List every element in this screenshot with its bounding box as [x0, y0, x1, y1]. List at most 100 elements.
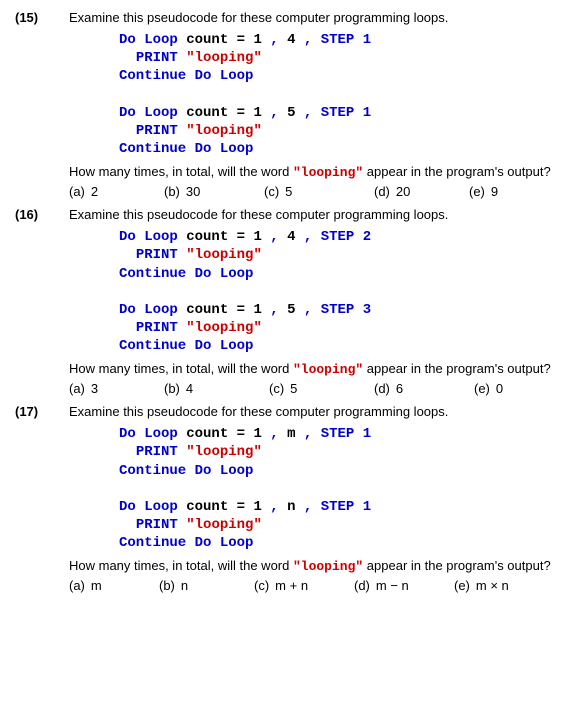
option-label: (e): [469, 184, 485, 199]
option-value: m × n: [476, 578, 509, 593]
option-value: 4: [186, 381, 193, 396]
followup-text: How many times, in total, will the word …: [69, 164, 566, 180]
string-literal: "looping": [186, 320, 262, 336]
var-count: count: [186, 302, 228, 318]
question-number: (17): [15, 404, 69, 419]
num-end: m: [287, 426, 295, 442]
option-label: (a): [69, 578, 85, 593]
keyword-do: Do Loop: [119, 105, 178, 121]
num-start: 1: [253, 499, 261, 515]
option-label: (a): [69, 381, 85, 396]
string-literal: "looping": [186, 517, 262, 533]
option-value: 3: [91, 381, 98, 396]
option-value: 9: [491, 184, 498, 199]
num-end: 5: [287, 105, 295, 121]
option-label: (b): [164, 381, 180, 396]
option-label: (a): [69, 184, 85, 199]
inline-code: "looping": [293, 165, 363, 180]
option-value: 5: [290, 381, 297, 396]
followup-text: How many times, in total, will the word …: [69, 558, 566, 574]
question: (17)Examine this pseudocode for these co…: [15, 404, 566, 593]
option: (d)6: [374, 381, 474, 396]
keyword-continue: Continue Do Loop: [119, 463, 253, 479]
option-label: (c): [269, 381, 284, 396]
keyword-do: Do Loop: [119, 426, 178, 442]
option-value: 2: [91, 184, 98, 199]
var-count: count: [186, 229, 228, 245]
string-literal: "looping": [186, 444, 262, 460]
question-stem: Examine this pseudocode for these comput…: [69, 207, 566, 222]
option-label: (d): [374, 184, 390, 199]
option: (c) 5: [264, 184, 374, 199]
options-row: (a) m (b) n (c)m + n(d) m − n (e) m × n: [69, 578, 566, 593]
code-block: Do Loop count = 1 , 4 , STEP 2 PRINT "lo…: [119, 228, 566, 283]
keyword-continue: Continue Do Loop: [119, 338, 253, 354]
num-end: 5: [287, 302, 295, 318]
option-label: (e): [454, 578, 470, 593]
keyword-step: STEP 3: [321, 302, 371, 318]
inline-code: "looping": [293, 559, 363, 574]
option-label: (d): [374, 381, 390, 396]
option: (b) 4: [164, 381, 269, 396]
option-label: (d): [354, 578, 370, 593]
keyword-continue: Continue Do Loop: [119, 535, 253, 551]
option-value: n: [181, 578, 188, 593]
option: (c)m + n: [254, 578, 354, 593]
code-block: Do Loop count = 1 , m , STEP 1 PRINT "lo…: [119, 425, 566, 480]
string-literal: "looping": [186, 123, 262, 139]
question-stem: Examine this pseudocode for these comput…: [69, 10, 566, 25]
option-label: (c): [264, 184, 279, 199]
num-start: 1: [253, 302, 261, 318]
keyword-continue: Continue Do Loop: [119, 141, 253, 157]
option-value: 20: [396, 184, 410, 199]
code-block: Do Loop count = 1 , 4 , STEP 1 PRINT "lo…: [119, 31, 566, 86]
option-value: m − n: [376, 578, 409, 593]
keyword-print: PRINT: [136, 247, 178, 263]
question-body: Examine this pseudocode for these comput…: [69, 404, 566, 593]
num-start: 1: [253, 32, 261, 48]
num-end: n: [287, 499, 295, 515]
keyword-step: STEP 1: [321, 499, 371, 515]
question: (15)Examine this pseudocode for these co…: [15, 10, 566, 199]
num-end: 4: [287, 229, 295, 245]
option-value: 5: [285, 184, 292, 199]
option-label: (b): [164, 184, 180, 199]
code-block: Do Loop count = 1 , 5 , STEP 3 PRINT "lo…: [119, 301, 566, 356]
keyword-print: PRINT: [136, 50, 178, 66]
option: (a) 2: [69, 184, 164, 199]
keyword-print: PRINT: [136, 444, 178, 460]
question-stem: Examine this pseudocode for these comput…: [69, 404, 566, 419]
option: (d) m − n: [354, 578, 454, 593]
option: (d) 20: [374, 184, 469, 199]
keyword-step: STEP 2: [321, 229, 371, 245]
keyword-print: PRINT: [136, 123, 178, 139]
keyword-step: STEP 1: [321, 105, 371, 121]
code-block: Do Loop count = 1 , n , STEP 1 PRINT "lo…: [119, 498, 566, 553]
inline-code: "looping": [293, 362, 363, 377]
option: (b) n: [159, 578, 254, 593]
keyword-step: STEP 1: [321, 32, 371, 48]
question-body: Examine this pseudocode for these comput…: [69, 10, 566, 199]
num-end: 4: [287, 32, 295, 48]
options-row: (a) 3 (b) 4 (c) 5 (d)6(e)0: [69, 381, 566, 396]
option-value: m: [91, 578, 102, 593]
keyword-do: Do Loop: [119, 32, 178, 48]
keyword-print: PRINT: [136, 320, 178, 336]
code-block: Do Loop count = 1 , 5 , STEP 1 PRINT "lo…: [119, 104, 566, 159]
option-label: (b): [159, 578, 175, 593]
num-start: 1: [253, 426, 261, 442]
var-count: count: [186, 105, 228, 121]
num-start: 1: [253, 229, 261, 245]
var-count: count: [186, 499, 228, 515]
option: (c) 5: [269, 381, 374, 396]
option-value: 30: [186, 184, 200, 199]
option: (e)0: [474, 381, 544, 396]
keyword-step: STEP 1: [321, 426, 371, 442]
keyword-continue: Continue Do Loop: [119, 68, 253, 84]
option: (a) 3: [69, 381, 164, 396]
var-count: count: [186, 426, 228, 442]
keyword-print: PRINT: [136, 517, 178, 533]
question-number: (16): [15, 207, 69, 222]
num-start: 1: [253, 105, 261, 121]
keyword-do: Do Loop: [119, 499, 178, 515]
